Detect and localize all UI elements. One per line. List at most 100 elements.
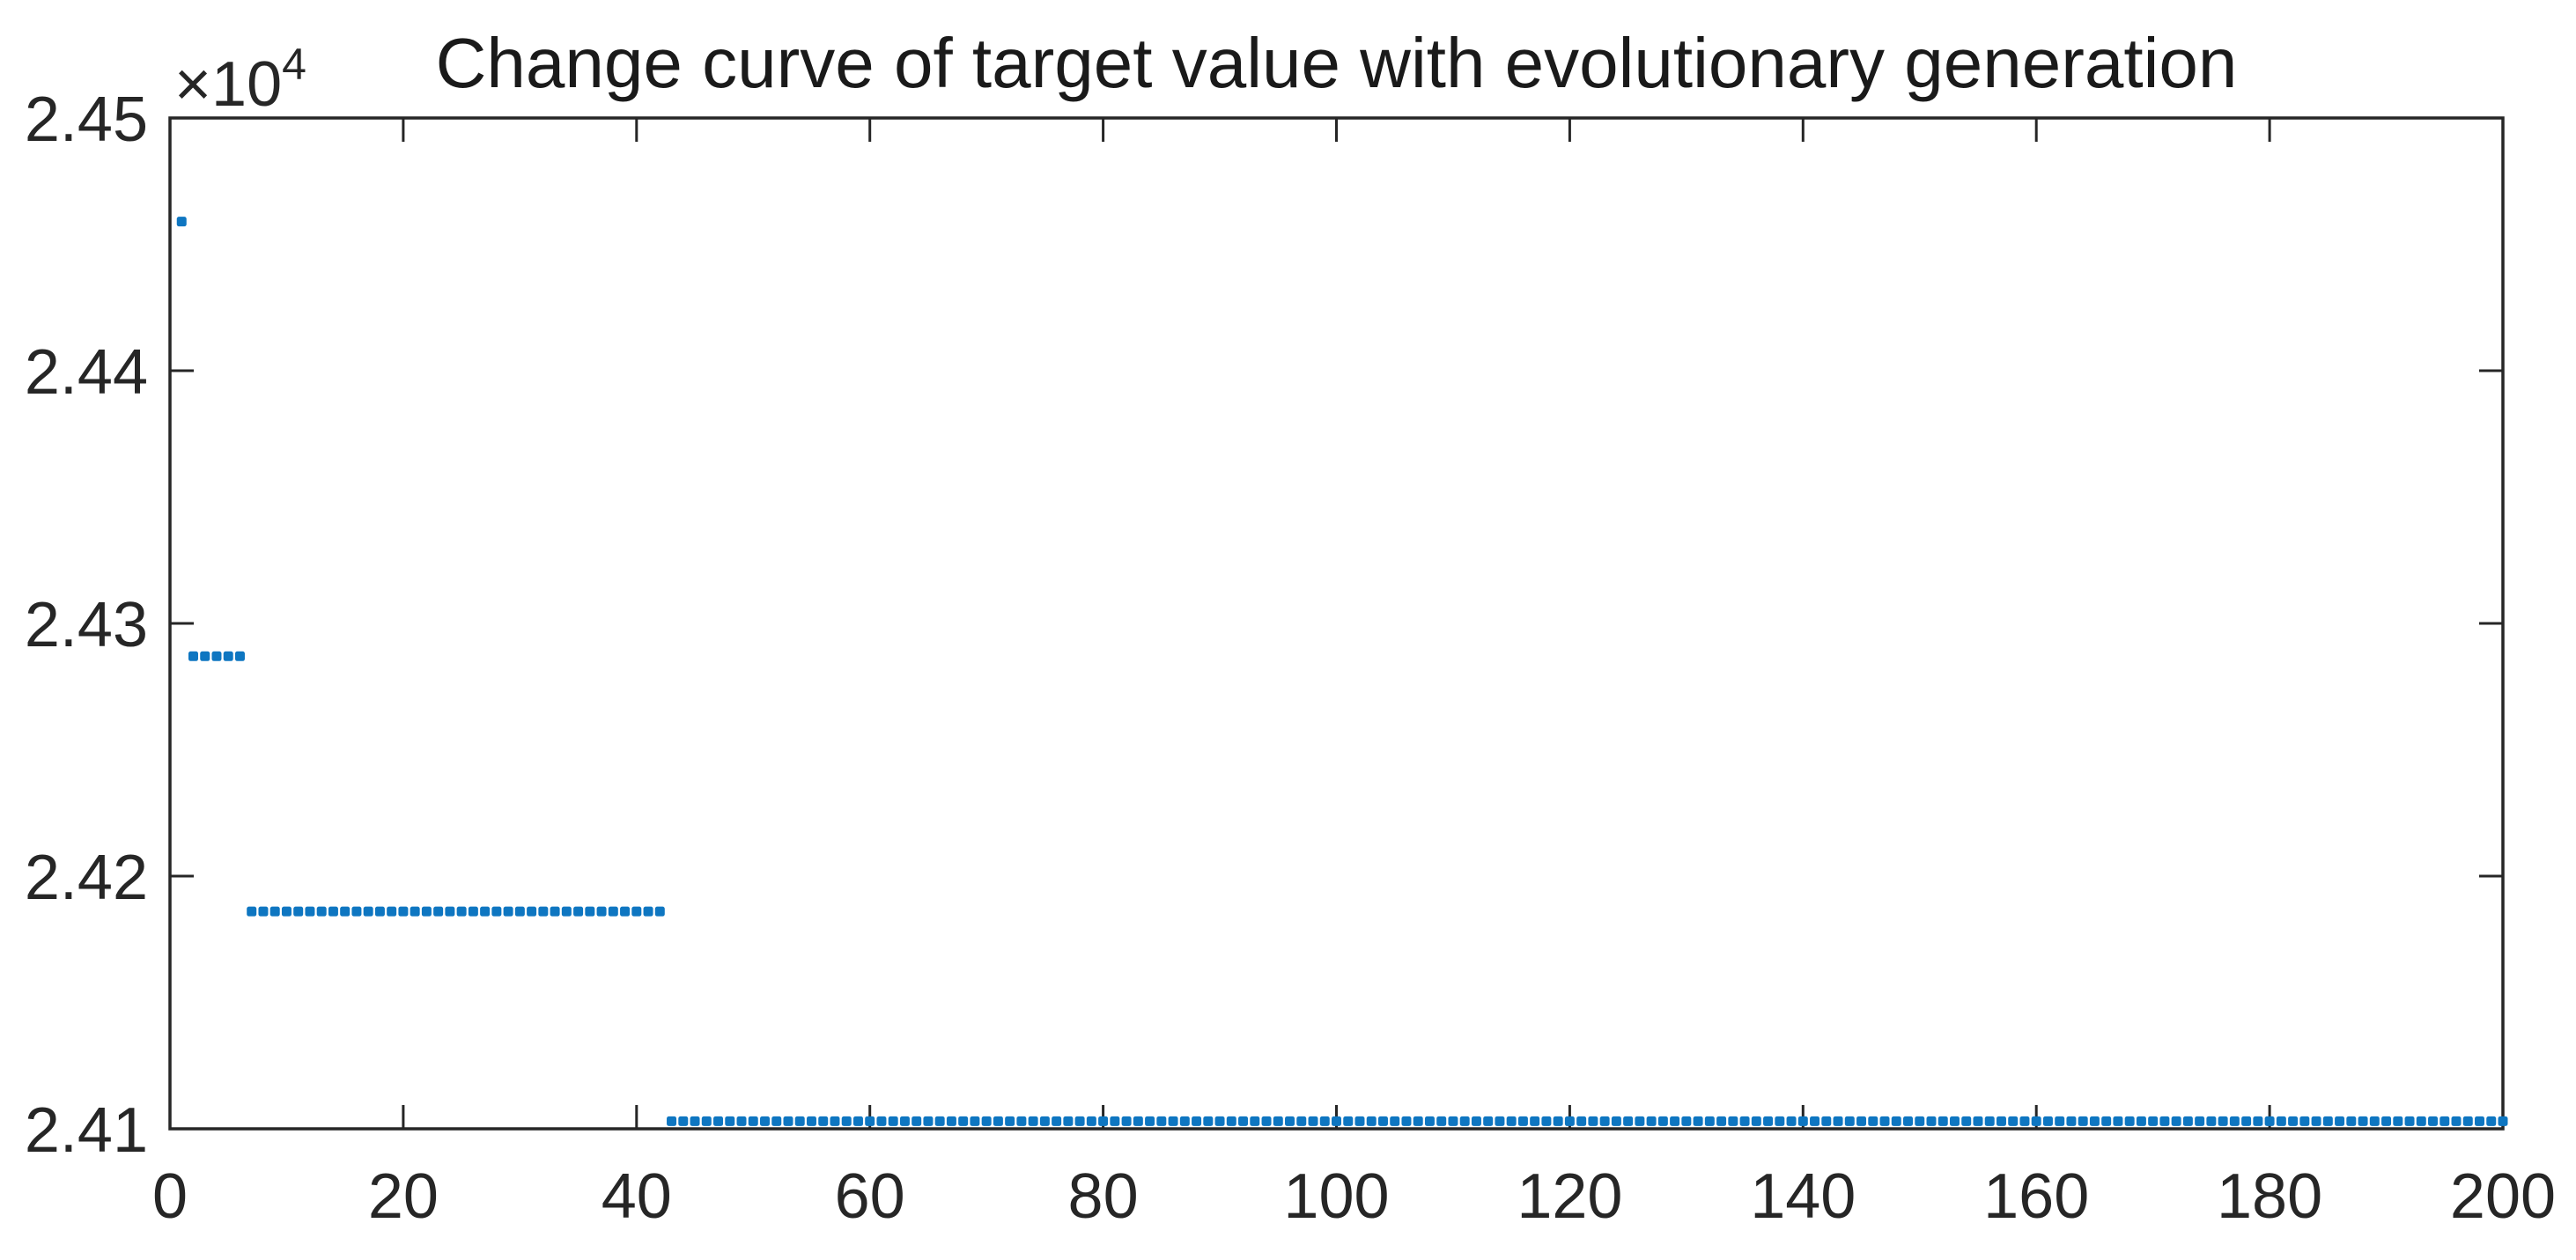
data-point [514, 906, 525, 917]
data-point [1343, 1116, 1354, 1126]
data-point [759, 1116, 770, 1126]
data-point [538, 906, 549, 917]
data-point [1938, 1116, 1948, 1126]
data-point [234, 651, 245, 661]
data-point [806, 1116, 816, 1126]
data-point [1145, 1116, 1155, 1126]
data-point [946, 1116, 956, 1126]
data-point [736, 1116, 747, 1126]
data-point [1377, 1116, 1388, 1126]
data-point [643, 906, 653, 917]
data-point [1296, 1116, 1307, 1126]
data-point [316, 906, 327, 917]
data-point [1005, 1116, 1015, 1126]
data-point [2439, 1116, 2450, 1126]
y-axis-exponent-base: ×10 [174, 49, 283, 120]
data-point [1133, 1116, 1143, 1126]
data-point [1891, 1116, 1901, 1126]
data-point [573, 906, 584, 917]
data-point [1413, 1116, 1423, 1126]
data-point [2451, 1116, 2462, 1126]
data-point [818, 1116, 829, 1126]
y-tick-label: 2.44 [25, 337, 148, 408]
data-point [2008, 1116, 2019, 1126]
data-point [2346, 1116, 2357, 1126]
data-point [1553, 1116, 1563, 1126]
data-point [830, 1116, 840, 1126]
data-point [1728, 1116, 1738, 1126]
data-point [480, 906, 491, 917]
data-point [2159, 1116, 2170, 1126]
data-point [1319, 1116, 1330, 1126]
data-point [1646, 1116, 1657, 1126]
data-point [888, 1116, 898, 1126]
data-point [188, 651, 198, 661]
data-point [2288, 1116, 2299, 1126]
data-point [1635, 1116, 1645, 1126]
data-point [1541, 1116, 1552, 1126]
data-point [1332, 1116, 1341, 1126]
x-tick-label: 160 [1983, 1161, 2089, 1232]
data-point [2089, 1116, 2100, 1126]
data-point [2393, 1116, 2403, 1126]
data-point [2486, 1116, 2497, 1126]
data-point [2019, 1116, 2030, 1126]
data-point [1530, 1116, 1540, 1126]
data-point [2171, 1116, 2181, 1126]
data-point [363, 906, 373, 917]
data-point [258, 906, 269, 917]
data-point [993, 1116, 1003, 1126]
data-point [1786, 1116, 1797, 1126]
data-point [771, 1116, 782, 1126]
data-point [200, 651, 210, 661]
data-point [1797, 1116, 1808, 1126]
data-point [1506, 1116, 1517, 1126]
data-point [1074, 1116, 1085, 1126]
data-point [2113, 1116, 2123, 1126]
data-point [1250, 1116, 1260, 1126]
data-point [2475, 1116, 2485, 1126]
data-point [585, 906, 595, 917]
data-point [1926, 1116, 1937, 1126]
data-point [654, 906, 665, 917]
x-tick-label: 40 [602, 1161, 672, 1232]
data-point [2124, 1116, 2135, 1126]
data-point [1763, 1116, 1774, 1126]
data-point [2358, 1116, 2368, 1126]
data-point [1879, 1116, 1890, 1126]
data-point [1716, 1116, 1727, 1126]
data-point [387, 906, 397, 917]
x-tick-label: 20 [368, 1161, 439, 1232]
data-point [503, 906, 513, 917]
chart-title: Change curve of target value with evolut… [435, 24, 2238, 102]
data-point [1844, 1116, 1855, 1126]
data-point [433, 906, 444, 917]
y-axis-exponent-power: 4 [282, 40, 306, 89]
data-point [1704, 1116, 1715, 1126]
data-point [2311, 1116, 2321, 1126]
data-point [1810, 1116, 1820, 1126]
data-point [1599, 1116, 1610, 1126]
data-point [794, 1116, 805, 1126]
data-point [981, 1116, 992, 1126]
data-point [1354, 1116, 1365, 1126]
data-point [2381, 1116, 2392, 1126]
y-tick-label: 2.45 [25, 85, 148, 155]
data-point [1052, 1116, 1062, 1126]
data-point [1903, 1116, 1914, 1126]
data-point [1285, 1116, 1295, 1126]
data-point [1121, 1116, 1132, 1126]
data-point [1611, 1116, 1621, 1126]
data-point [1576, 1116, 1587, 1126]
data-point [1110, 1116, 1120, 1126]
data-point [876, 1116, 887, 1126]
data-point [2101, 1116, 2112, 1126]
data-point [2066, 1116, 2077, 1126]
data-point [1588, 1116, 1598, 1126]
data-point [923, 1116, 934, 1126]
data-point [1996, 1116, 2006, 1126]
data-point [2136, 1116, 2146, 1126]
data-point [748, 1116, 758, 1126]
data-point [1693, 1116, 1703, 1126]
